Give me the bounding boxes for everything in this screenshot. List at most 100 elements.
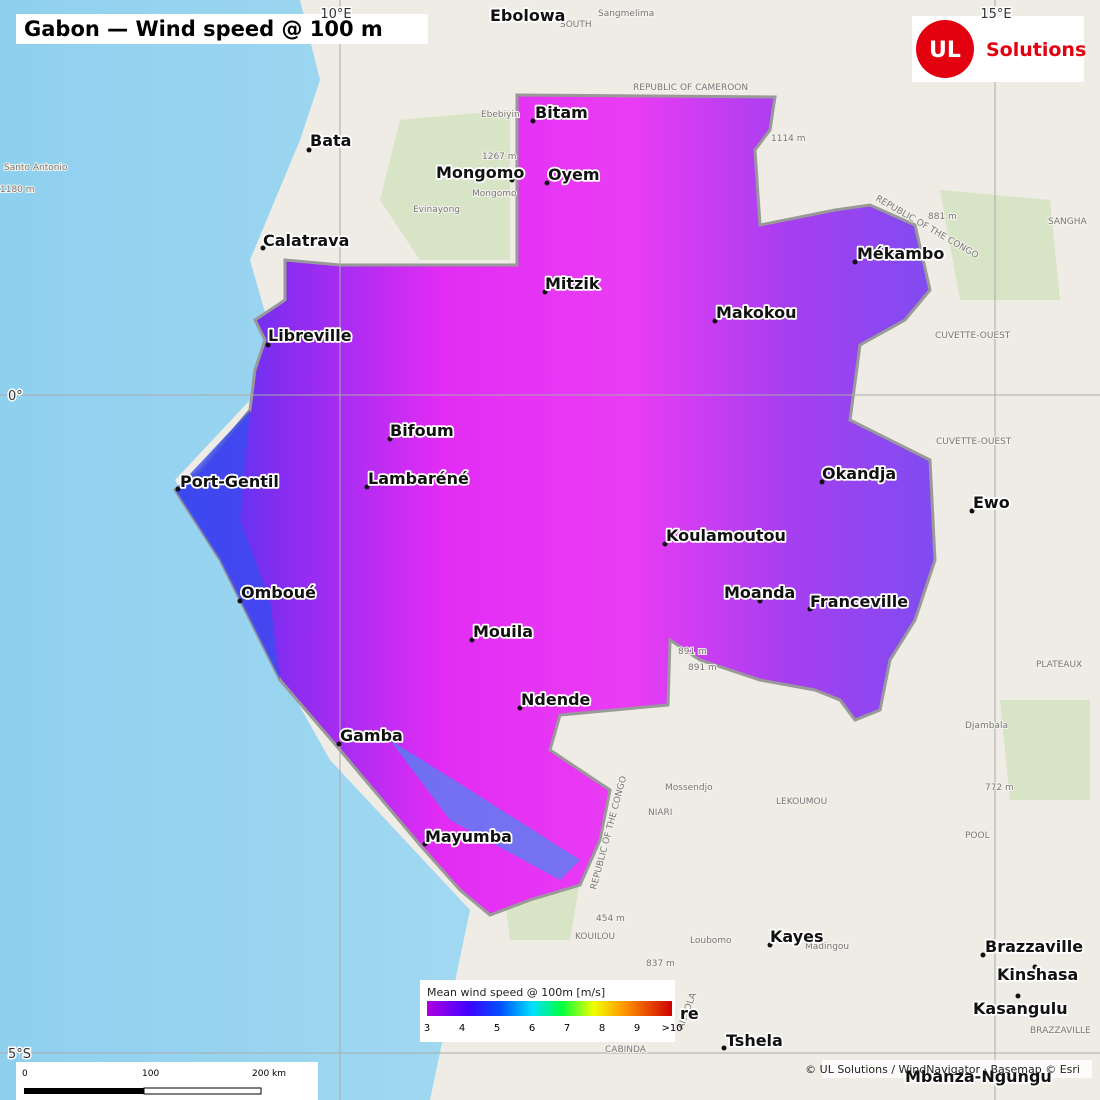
logo-text: Solutions	[986, 39, 1086, 61]
city-marker	[260, 245, 266, 251]
basemap-label: Mongomo	[472, 189, 517, 199]
wind-raster	[173, 93, 937, 917]
city-marker	[509, 177, 515, 183]
city-marker	[237, 598, 243, 604]
city-marker	[1032, 964, 1038, 970]
city-label: Kayes	[770, 927, 824, 946]
scale-label: 200 km	[252, 1069, 286, 1079]
city-marker	[364, 484, 370, 490]
basemap-label: 1114 m	[771, 134, 806, 144]
park-area	[380, 110, 1090, 940]
city-label: Franceville	[810, 592, 908, 611]
city-label: Omboué	[241, 583, 316, 602]
city-marker	[767, 942, 773, 948]
basemap-label: 1267 m	[482, 152, 517, 162]
graticule-label: 5°S	[8, 1047, 31, 1062]
city-marker	[265, 342, 271, 348]
basemap-label: Loubomo	[690, 936, 732, 946]
basemap-label: 837 m	[646, 959, 675, 969]
basemap-label: LEKOUMOU	[776, 797, 827, 807]
city-label: Bata	[310, 131, 351, 150]
city-label: Tshela	[726, 1031, 783, 1050]
scale-segment	[143, 1087, 262, 1095]
scale-segment	[24, 1088, 144, 1094]
city-label: Kinshasa	[997, 965, 1078, 984]
city-label: Okandja	[822, 464, 896, 483]
city-label: re	[680, 1004, 699, 1023]
basemap-label: KOUILOU	[575, 932, 615, 942]
city-marker	[517, 705, 523, 711]
basemap-label: 891 m	[688, 663, 717, 673]
legend-tick-label: >10	[661, 1023, 682, 1034]
basemap-label: SOUTH	[560, 20, 592, 30]
legend-tick-label: 4	[459, 1023, 465, 1034]
graticule-label: 0°	[8, 389, 23, 404]
city-marker	[336, 741, 342, 747]
basemap-label: BRAZZAVILLE	[1030, 1026, 1091, 1036]
legend-tick-label: 9	[634, 1023, 640, 1034]
basemap-label: Sangmelima	[598, 9, 654, 19]
basemap-label: CUVETTE-OUEST	[936, 437, 1012, 447]
basemap-label: CABINDA	[605, 1045, 647, 1055]
city-marker	[530, 118, 536, 124]
legend-tick-label: 7	[564, 1023, 570, 1034]
basemap-label: 454 m	[596, 914, 625, 924]
city-label: Ebolowa	[490, 6, 565, 25]
city-marker	[469, 637, 475, 643]
city-label: Mouila	[473, 622, 533, 641]
city-label: Mayumba	[425, 827, 512, 846]
coastal-wind	[175, 410, 280, 680]
city-label: Bitam	[535, 103, 588, 122]
city-label: Makokou	[716, 303, 797, 322]
city-label: Gamba	[340, 726, 403, 745]
scale-label: 0	[22, 1069, 28, 1079]
basemap-label: Mossendjo	[665, 783, 713, 793]
legend-title: Mean wind speed @ 100m [m/s]	[427, 986, 605, 999]
city-marker	[852, 259, 858, 265]
city-label: Lambaréné	[368, 469, 469, 488]
basemap-label: NIARI	[648, 808, 672, 818]
basemap-label: Djambala	[965, 721, 1008, 731]
city-marker	[969, 508, 975, 514]
basemap-label: SANGHA	[1048, 217, 1088, 227]
city-marker	[819, 479, 825, 485]
city-label: Mongomo	[436, 163, 524, 182]
basemap-label: Santo Antonio	[4, 163, 68, 173]
city-label: Oyem	[548, 165, 600, 184]
city-label: Bifoum	[390, 421, 454, 440]
city-label: Port-Gentil	[180, 472, 279, 491]
city-label: Mékambo	[857, 244, 944, 263]
basemap-label: 1180 m	[0, 185, 35, 195]
scale-label: 100	[142, 1069, 159, 1079]
city-label: Mitzik	[545, 274, 600, 293]
legend-tick-label: 6	[529, 1023, 535, 1034]
basemap-label: 772 m	[985, 783, 1014, 793]
coastal-wind	[390, 740, 580, 880]
city-marker	[306, 147, 312, 153]
city-label: Libreville	[268, 326, 352, 345]
city-marker	[980, 952, 986, 958]
logo-circle	[916, 20, 974, 78]
basemap-label: CUVETTE-OUEST	[935, 331, 1011, 341]
title: Gabon — Wind speed @ 100 m	[24, 17, 383, 41]
city-label: Brazzaville	[985, 937, 1083, 956]
graticule-label: 15°E	[980, 7, 1011, 22]
city-marker	[422, 841, 428, 847]
city-marker	[387, 436, 393, 442]
attribution-box	[822, 1060, 1092, 1078]
city-marker	[721, 1045, 727, 1051]
city-label: Ewo	[973, 493, 1010, 512]
city-marker	[807, 606, 813, 612]
city-label: Ndende	[521, 690, 591, 709]
city-marker	[662, 541, 668, 547]
legend-tick-label: 5	[494, 1023, 500, 1034]
city-label: Koulamoutou	[666, 526, 786, 545]
basemap-label: POOL	[965, 831, 990, 841]
attribution: © UL Solutions / WindNavigator · Basemap…	[805, 1063, 1080, 1076]
legend-colorbar	[427, 1001, 672, 1016]
city-marker	[1015, 993, 1021, 999]
city-label: Calatrava	[263, 231, 349, 250]
city-label: Mbanza-Ngungu	[905, 1067, 1052, 1086]
city-marker	[175, 486, 181, 492]
city-marker	[544, 180, 550, 186]
